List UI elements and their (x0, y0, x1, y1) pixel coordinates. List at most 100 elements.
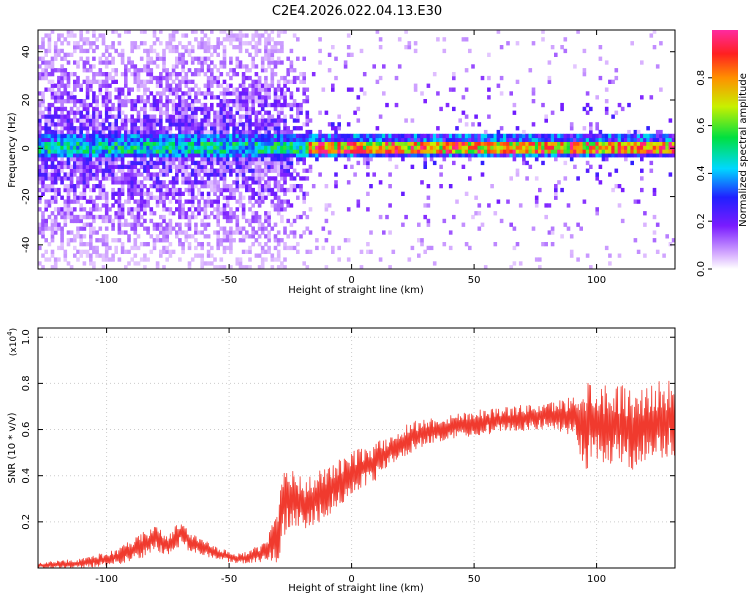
spectrogram-cell (630, 160, 634, 166)
spectrogram-cell (178, 56, 182, 61)
spectrogram-cell (675, 134, 679, 138)
snr-y-tick-label: 0.6 (21, 422, 32, 438)
spectrogram-cell (79, 253, 83, 258)
spectrogram-cell (210, 261, 214, 266)
spectrogram-cell (50, 137, 55, 142)
spectrogram-cell (162, 238, 166, 243)
spectrogram-cell (79, 33, 83, 38)
spectrogram-cell (165, 191, 169, 196)
spectrogram-cell (334, 137, 338, 142)
spectrogram-cell (305, 99, 310, 104)
spectrogram-cell (117, 95, 122, 100)
spectrogram-cell (280, 172, 284, 177)
spectrogram-cell (248, 168, 252, 173)
spectrogram-cell (219, 122, 224, 127)
spectrogram-cell (436, 141, 440, 146)
spectrogram-cell (136, 126, 141, 131)
spectrogram-cell (270, 60, 275, 65)
spectrogram-cell (101, 118, 106, 123)
spectrogram-cell (120, 60, 125, 65)
spectrogram-cell (101, 218, 106, 224)
spectrogram-cell (44, 149, 48, 154)
spectrogram-cell (257, 33, 262, 38)
spectrogram-cell (327, 133, 332, 139)
spectrogram-cell (213, 126, 217, 131)
spectrogram-cell (111, 168, 115, 173)
spectrogram-cell (251, 214, 255, 220)
spectrogram-cell (203, 157, 208, 162)
spectrogram-cell (264, 242, 268, 247)
spectrogram-cell (181, 64, 185, 69)
spectrogram-cell (267, 234, 271, 239)
spectrogram-cell (531, 99, 536, 104)
spectrogram-cell (576, 153, 580, 158)
snr-y-tick-label: 0.8 (21, 375, 32, 391)
spectrogram-cell (50, 187, 55, 193)
spectrogram-cell (69, 33, 74, 38)
spectrogram-cell (111, 203, 115, 208)
spectrogram-cell (662, 253, 666, 258)
spectrogram-cell (483, 145, 488, 150)
spectrogram-cell (184, 222, 189, 227)
spectrogram-cell (229, 230, 233, 235)
spectrogram-cell (296, 75, 300, 81)
spectrogram-cell (98, 87, 103, 92)
spectrogram-cell (238, 129, 243, 135)
spectrogram-cell (149, 153, 154, 158)
spectrogram-cell (66, 122, 71, 127)
spectrogram-cell (436, 153, 440, 158)
spectrogram-cell (76, 133, 80, 139)
spectrogram-cell (120, 180, 125, 185)
spectrogram-cell (620, 133, 625, 139)
spectrogram-cell (238, 99, 243, 104)
spectrogram-cell (124, 129, 128, 135)
spectrogram-cell (283, 207, 287, 212)
spectrogram-cell (162, 218, 166, 224)
spectrogram-cell (200, 176, 204, 181)
spectrogram-cell (146, 164, 150, 169)
spectrogram-cell (168, 149, 173, 154)
spectrogram-cell (127, 137, 131, 142)
spectrogram-cell (229, 149, 233, 154)
spectrogram-cell (200, 207, 204, 212)
spectrogram-cell (665, 149, 669, 154)
spectrogram-cell (241, 195, 246, 200)
spectrogram-cell (598, 45, 603, 50)
spectrogram-cell (162, 52, 166, 57)
spectrogram-cell (276, 253, 281, 258)
spectrogram-cell (299, 153, 303, 158)
spectrogram-cell (219, 41, 224, 46)
spectrogram-cell (127, 211, 131, 216)
spectrogram-cell (38, 75, 42, 81)
spectrogram-cell (149, 56, 154, 61)
spectrogram-cell (143, 226, 147, 231)
spectrogram-cell (538, 265, 542, 269)
spectrogram-cell (95, 207, 99, 212)
spectrogram-cell (95, 126, 99, 131)
spectrogram-cell (114, 176, 118, 181)
spectrogram-cell (665, 145, 669, 150)
spectrogram-cell (302, 160, 306, 166)
spectrogram-cell (254, 91, 259, 96)
spectrogram-cell (108, 141, 112, 146)
spectrogram-cell (598, 75, 603, 81)
spectrogram-cell (222, 145, 227, 150)
spectrogram-cell (101, 149, 106, 154)
spectrogram-cell (194, 68, 198, 73)
spectrogram-cell (178, 230, 182, 235)
spectrogram-cell (241, 214, 246, 220)
spectrogram-cell (273, 141, 278, 146)
spectrogram-cell (432, 160, 437, 166)
spectrogram-cell (124, 230, 128, 235)
spectrogram-cell (117, 102, 122, 108)
spectrogram-cell (611, 141, 615, 146)
spectrogram-cell (73, 207, 77, 212)
spectrogram-cell (165, 153, 169, 158)
spectrogram-cell (73, 95, 77, 100)
spectrogram-cell (264, 149, 268, 154)
spectrogram-cell (289, 133, 294, 139)
spectrogram-cell (283, 75, 287, 81)
spectrogram-cell (302, 195, 306, 200)
spectrogram-cell (162, 129, 166, 135)
